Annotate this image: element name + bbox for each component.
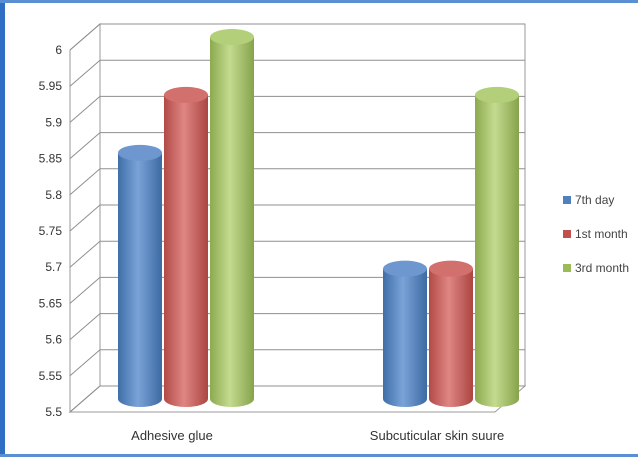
frame-bottom-border <box>0 454 638 457</box>
y-tick-label: 5.6 <box>45 333 62 347</box>
legend-label: 7th day <box>575 193 614 207</box>
y-tick-label: 5.65 <box>39 296 63 310</box>
y-tick-label: 5.9 <box>45 115 62 129</box>
legend-item: 7th day <box>563 193 614 207</box>
bar-body <box>429 268 473 407</box>
gridline <box>69 240 525 268</box>
y-tick-label: 5.55 <box>39 369 63 383</box>
y-axis-ticks: 5.5 5.55 5.6 5.65 5.7 5.75 5.8 5.85 5.9 5.95 6 <box>39 43 63 419</box>
y-tick-label: 5.7 <box>45 260 62 274</box>
bar-top <box>164 86 208 103</box>
y-tick-label: 5.85 <box>39 152 63 166</box>
gridline <box>69 59 525 87</box>
frame-top-border <box>0 0 638 3</box>
gridline <box>69 132 525 159</box>
bar <box>210 29 254 407</box>
legend-swatch <box>563 196 571 204</box>
bar <box>475 86 519 408</box>
bar <box>164 86 208 408</box>
frame-left-border <box>0 0 5 457</box>
legend-label: 1st month <box>575 227 628 241</box>
gridline <box>69 168 525 196</box>
bar-top <box>210 29 254 45</box>
bar-body <box>164 94 208 408</box>
bar-body <box>383 268 427 407</box>
y-tick-label: 5.75 <box>39 224 63 238</box>
x-axis-label: Adhesive glue <box>131 428 213 443</box>
x-axis-label: Subcuticular skin suure <box>370 428 504 443</box>
legend-label: 3rd month <box>575 261 629 275</box>
x-axis-labels: Adhesive glue Subcuticular skin suure <box>131 428 504 443</box>
y-tick-label: 6 <box>55 43 62 57</box>
y-tick-label: 5.95 <box>39 79 63 93</box>
y-tick-label: 5.5 <box>45 405 62 419</box>
bars <box>118 29 519 408</box>
gridline <box>69 23 525 51</box>
legend-swatch <box>563 264 571 272</box>
legend: 7th day 1st month 3rd month <box>563 193 629 275</box>
legend-item: 3rd month <box>563 261 629 275</box>
bar-top <box>383 260 427 277</box>
bar-top <box>118 144 162 161</box>
y-tick-label: 5.8 <box>45 188 62 202</box>
bar-top <box>429 260 473 277</box>
legend-item: 1st month <box>563 227 628 241</box>
bar-body <box>118 152 162 407</box>
bar <box>383 260 427 407</box>
gridline <box>69 204 525 232</box>
bar-body <box>210 37 254 407</box>
bar <box>118 144 162 407</box>
bar <box>429 260 473 407</box>
legend-swatch <box>563 230 571 238</box>
gridline <box>69 95 525 123</box>
bar-top <box>475 86 519 103</box>
bar-body <box>475 94 519 408</box>
